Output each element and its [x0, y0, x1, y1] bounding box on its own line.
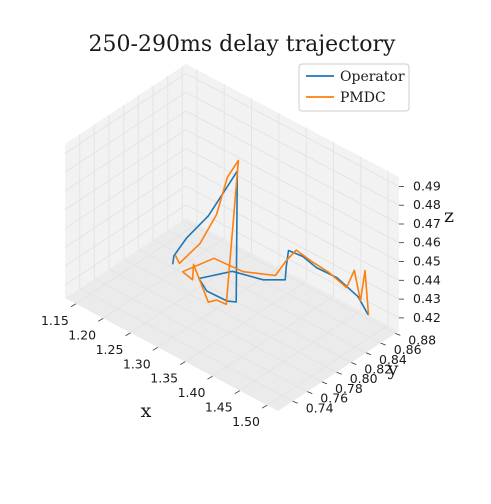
- y-tick-label: 0.88: [408, 332, 436, 347]
- x-tick-label: 1.40: [178, 385, 206, 400]
- grid-z-back: [185, 91, 400, 206]
- x-tick-label: 1.45: [205, 400, 233, 415]
- series-layer: [172, 159, 370, 316]
- y-tick-mark: [292, 400, 298, 404]
- z-tick-label: 0.44: [413, 272, 441, 287]
- x-tick-mark: [70, 303, 77, 308]
- x-tick-mark: [261, 404, 268, 409]
- grid-z-back: [185, 166, 400, 281]
- x-axis-label: x: [141, 400, 152, 422]
- y-tick-label: 0.74: [306, 400, 334, 415]
- z-tick-label: 0.49: [413, 178, 441, 193]
- x-tick-label: 1.35: [150, 371, 178, 386]
- grid-z-back: [185, 148, 400, 262]
- grid-x-floor: [102, 237, 225, 319]
- grid-x-floor: [266, 324, 389, 406]
- z-tick-label: 0.43: [413, 291, 441, 306]
- x-tick-mark: [234, 390, 241, 395]
- z-tick-label: 0.45: [413, 254, 441, 269]
- x-tick-mark: [207, 375, 213, 380]
- chart-title: 250-290ms delay trajectory: [89, 32, 396, 57]
- grid-y-floor: [108, 268, 323, 383]
- x-tick-mark: [152, 346, 159, 351]
- z-axis-label: z: [444, 205, 454, 227]
- x-tick-mark: [97, 317, 104, 322]
- y-tick-label: 0.76: [320, 391, 348, 406]
- axis-panes: [65, 64, 399, 411]
- z-tick-label: 0.46: [413, 235, 441, 250]
- y-tick-mark: [351, 362, 357, 365]
- grid-z-side: [64, 185, 187, 267]
- grid-x-floor: [184, 281, 307, 363]
- y-tick-mark: [321, 381, 328, 385]
- grid-x-floor: [75, 223, 198, 305]
- grid-z-back: [185, 204, 400, 319]
- x-tick-label: 1.20: [68, 327, 96, 342]
- legend-label-pmdc: PMDC: [340, 90, 386, 106]
- grid-x-floor: [239, 310, 362, 392]
- y-tick-mark: [395, 333, 401, 336]
- series-line-operator: [172, 170, 369, 316]
- grid-y-floor: [79, 287, 293, 402]
- grid-y-floor: [94, 278, 308, 393]
- grid-y-floor: [167, 229, 381, 344]
- grid-z-side: [64, 129, 187, 211]
- z-tick-label: 0.42: [413, 310, 441, 325]
- x-tick-label: 1.25: [96, 342, 124, 357]
- back-pane: [186, 64, 399, 331]
- x-tick-mark: [179, 361, 186, 366]
- y-axis-label: y: [387, 358, 399, 380]
- x-tick-label: 1.15: [41, 313, 69, 328]
- legend-label-operator: Operator: [340, 69, 405, 85]
- grid-y-floor: [138, 249, 352, 363]
- z-tick-label: 0.47: [413, 216, 441, 231]
- grid-z-back: [185, 129, 400, 244]
- x-tick-mark: [125, 332, 131, 337]
- y-tick-mark: [380, 342, 386, 346]
- grid-z-side: [64, 166, 187, 248]
- y-tick-label: 0.84: [379, 352, 407, 367]
- y-tick-mark: [336, 371, 342, 375]
- grid-y-floor: [152, 239, 367, 354]
- y-tick-label: 0.78: [335, 381, 363, 396]
- y-tick-mark: [307, 391, 313, 394]
- floor-pane: [65, 218, 399, 411]
- grid-z-back: [185, 72, 400, 187]
- grid-x-floor: [212, 295, 334, 377]
- x-tick-label: 1.30: [123, 356, 151, 371]
- legend: Operator PMDC: [298, 63, 410, 112]
- grid-z-side: [64, 204, 187, 286]
- grid-z-side: [64, 148, 187, 229]
- z-tick-label: 0.48: [413, 197, 441, 212]
- y-tick-label: 0.80: [350, 371, 378, 386]
- y-tick-label: 0.82: [364, 362, 392, 377]
- x-tick-label: 1.50: [232, 414, 260, 429]
- grid-z-side: [64, 72, 187, 154]
- grid-y-floor: [182, 219, 396, 334]
- grid-z-side: [64, 110, 187, 192]
- series-line-pmdc: [174, 159, 370, 316]
- grid-z-side: [64, 91, 187, 173]
- grid-z-back: [185, 110, 400, 225]
- grid-x-floor: [157, 266, 280, 348]
- left-pane: [65, 64, 186, 298]
- axis-ticks: 1.151.201.251.301.351.401.451.50 0.740.76…: [41, 178, 441, 429]
- y-tick-mark: [365, 352, 372, 356]
- y-tick-label: 0.86: [394, 342, 422, 357]
- grid-y-floor: [123, 258, 337, 373]
